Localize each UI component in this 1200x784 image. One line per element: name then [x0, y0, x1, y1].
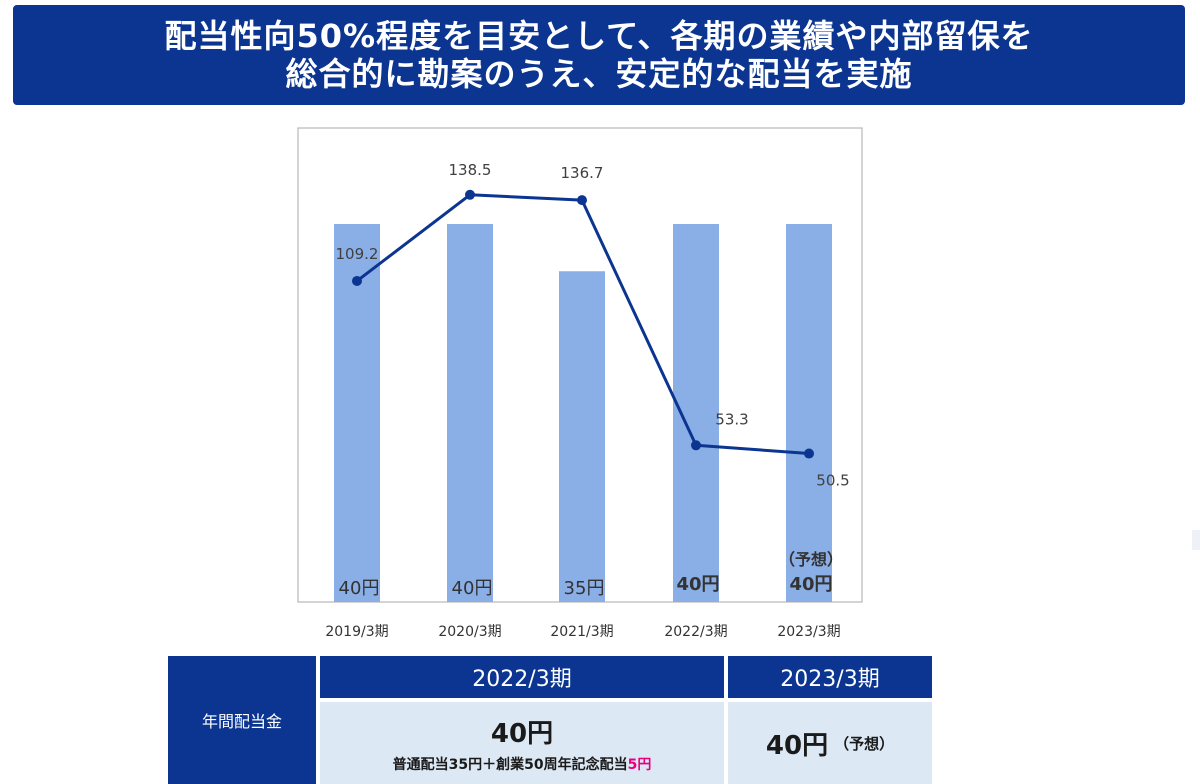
line-label-3: 53.3 — [715, 410, 748, 428]
dividend-2022-value: 40円 — [490, 718, 554, 749]
category-label-2: 2021/3期 — [550, 624, 613, 640]
line-point-1 — [465, 189, 475, 200]
column-header-2022: 2022/3期 — [320, 656, 724, 698]
headline-line-1: 配当性向50%程度を目安として、各期の業績や内部留保を — [164, 17, 1034, 55]
line-point-2 — [577, 195, 587, 206]
category-label-1: 2020/3期 — [438, 624, 501, 640]
line-point-3 — [691, 440, 701, 451]
headline-line-2: 総合的に勘案のうえ、安定的な配当を実施 — [285, 55, 913, 93]
bar-label-0: 40円 — [339, 578, 380, 599]
chart-svg: 109.2 138.5 136.7 53.3 50.5 40円 40円 35円 40円 40円 （予… — [297, 127, 863, 640]
dividend-2023-forecast-note: （予想） — [834, 734, 895, 753]
forecast-note: （予想） — [779, 550, 843, 569]
dividend-chart: 109.2 138.5 136.7 53.3 50.5 40円 40円 35円 40円 40円 （予… — [297, 127, 863, 640]
line-point-0 — [352, 275, 362, 286]
column-header-2023: 2023/3期 — [728, 656, 932, 698]
bar-label-1: 40円 — [452, 578, 493, 599]
headline-banner: 配当性向50%程度を目安として、各期の業績や内部留保を 総合的に勘案のうえ、安定… — [13, 5, 1185, 105]
dividend-2022-cell: 40円 普通配当35円＋創業50周年記念配当5円 — [320, 702, 724, 784]
line-label-1: 138.5 — [449, 161, 492, 179]
category-label-0: 2019/3期 — [325, 624, 388, 640]
bar-4 — [786, 224, 832, 602]
line-label-2: 136.7 — [561, 164, 604, 182]
dividend-2022-breakdown: 普通配当35円＋創業50周年記念配当5円 — [393, 754, 652, 774]
dividend-2023-value: 40円 — [765, 730, 829, 761]
bar-0 — [334, 224, 380, 602]
line-label-4: 50.5 — [816, 472, 849, 490]
category-label-4: 2023/3期 — [777, 624, 840, 640]
bar-label-2: 35円 — [564, 578, 605, 599]
line-point-4 — [804, 448, 814, 459]
dividend-2023-cell: 40円 （予想） — [728, 702, 932, 784]
category-label-3: 2022/3期 — [664, 624, 727, 640]
bar-label-3: 40円 — [676, 574, 719, 595]
edge-decoration — [1192, 530, 1200, 550]
bar-label-4: 40円 — [789, 574, 832, 595]
commemorative-dividend-amount: 5円 — [627, 756, 652, 773]
bar-1 — [447, 224, 493, 602]
line-label-0: 109.2 — [336, 245, 379, 263]
dividend-table: 年間配当金 2022/3期 2023/3期 40円 普通配当35円＋創業50周年… — [168, 656, 932, 784]
bar-2 — [559, 271, 605, 602]
row-header-annual-dividend: 年間配当金 — [168, 656, 316, 784]
dividend-2022-breakdown-text: 普通配当35円＋創業50周年記念配当 — [392, 756, 628, 773]
